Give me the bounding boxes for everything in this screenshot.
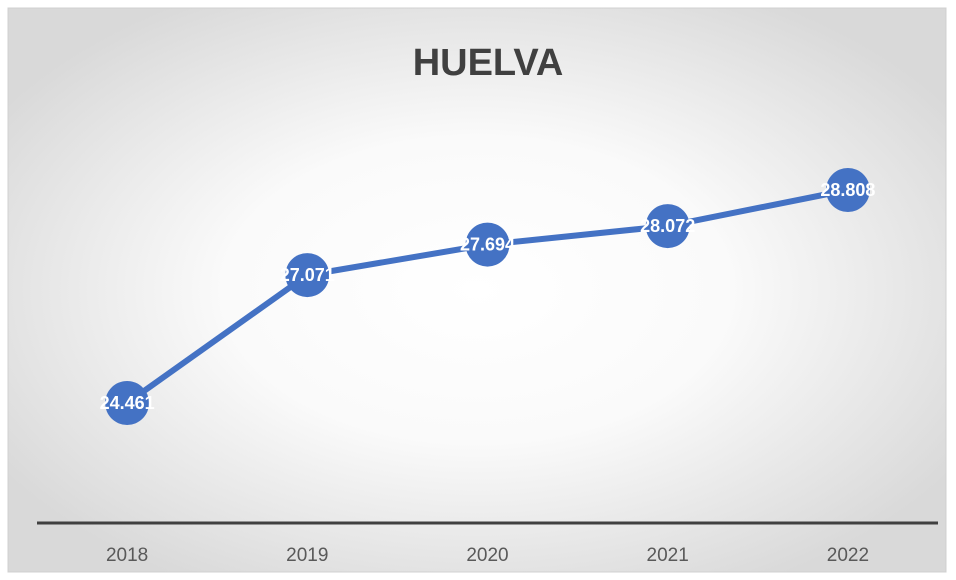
- x-tick-label: 2020: [466, 545, 508, 566]
- x-tick-label: 2022: [827, 545, 869, 566]
- x-tick-label: 2019: [286, 545, 328, 566]
- data-label: 24.461: [100, 393, 155, 413]
- x-tick-label: 2018: [106, 545, 148, 566]
- data-label: 28.072: [640, 216, 695, 236]
- chart-title: HUELVA: [413, 42, 564, 84]
- data-label: 27.694: [460, 234, 515, 254]
- data-label: 27.071: [280, 265, 335, 285]
- chart-area: [7, 7, 947, 573]
- data-point: [825, 168, 870, 212]
- data-label: 28.808: [820, 180, 875, 200]
- data-point: [465, 222, 510, 267]
- x-tick-label: 2021: [647, 545, 689, 566]
- data-point: [105, 381, 150, 425]
- data-point: [285, 253, 330, 298]
- data-point: [645, 204, 690, 249]
